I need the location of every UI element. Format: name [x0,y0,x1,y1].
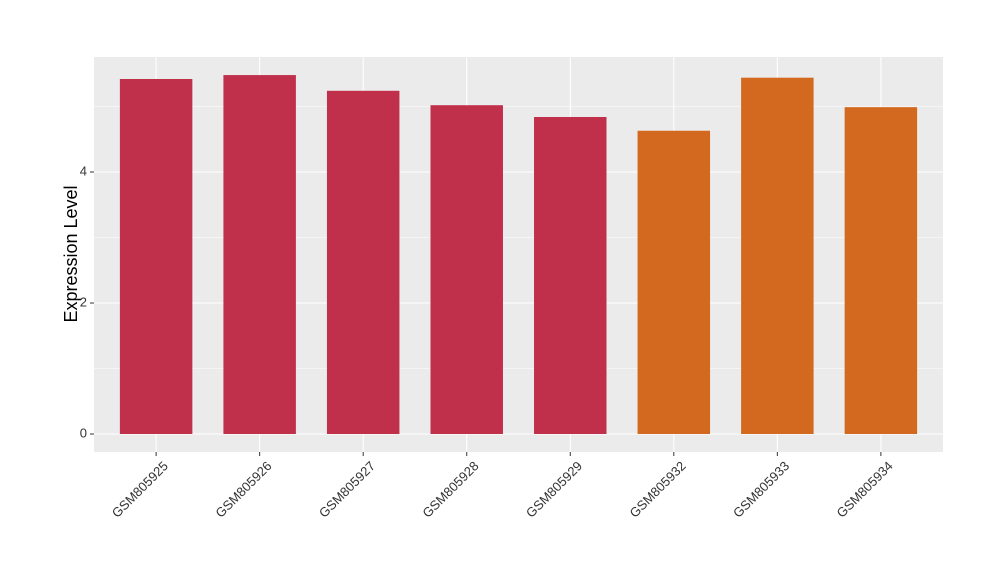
bar [741,77,814,434]
x-tick-label: GSM805927 [316,458,378,520]
x-tick-label: GSM805933 [730,458,792,520]
x-tick-label: GSM805925 [109,458,171,520]
y-tick-label: 0 [80,425,87,440]
x-tick-label: GSM805929 [523,458,585,520]
bar [430,105,503,434]
bar [844,107,918,434]
bar [637,130,711,434]
y-tick-label: 2 [80,294,87,309]
y-axis-label: Expression Level [61,185,81,322]
bar [326,90,400,434]
x-tick-label: GSM805934 [834,458,896,520]
x-tick-label: GSM805928 [419,458,481,520]
bar [119,79,193,434]
y-tick-label: 4 [80,163,87,178]
bar [534,116,607,434]
bar [223,75,296,434]
panel [94,57,943,452]
x-tick-label: GSM805926 [212,458,274,520]
x-tick-label: GSM805932 [626,458,688,520]
